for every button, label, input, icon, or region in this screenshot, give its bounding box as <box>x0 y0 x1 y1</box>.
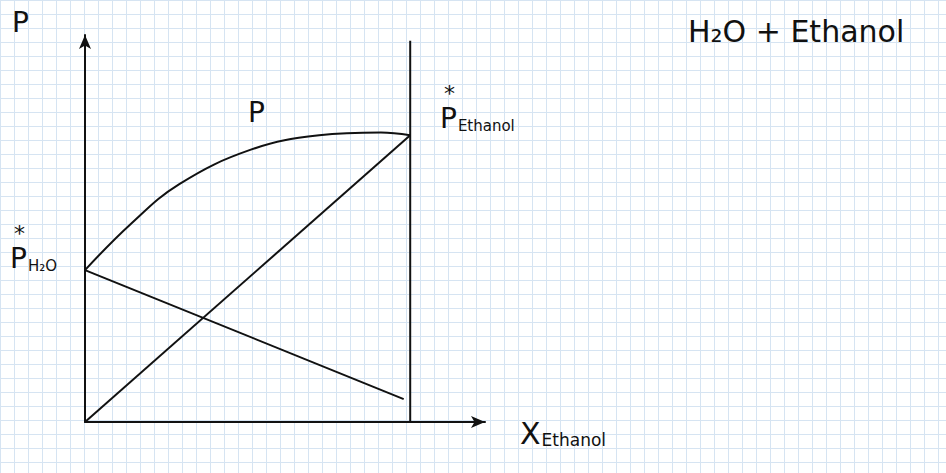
svg-text:P: P <box>10 242 27 275</box>
svg-text:P: P <box>440 102 457 135</box>
svg-text:P: P <box>248 96 265 129</box>
svg-text:Ethanol: Ethanol <box>542 430 607 450</box>
svg-text:X: X <box>520 416 541 451</box>
svg-text:H₂O + Ethanol: H₂O + Ethanol <box>688 14 904 49</box>
svg-text:Ethanol: Ethanol <box>458 117 515 135</box>
svg-text:H₂O: H₂O <box>28 257 57 275</box>
svg-text:P: P <box>12 6 29 39</box>
